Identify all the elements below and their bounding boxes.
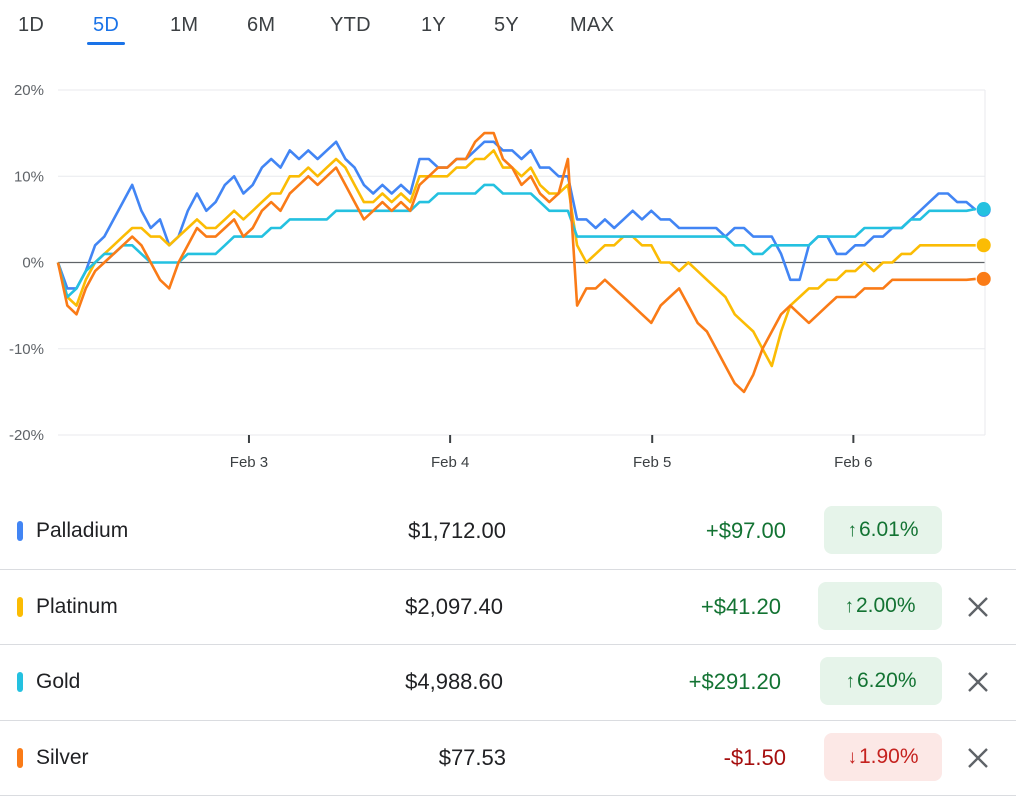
y-tick-label: 10% xyxy=(14,168,44,185)
series-line-gold xyxy=(56,183,976,299)
series-endpoint-silver xyxy=(976,271,991,286)
series-color-swatch xyxy=(17,748,23,768)
series-color-swatch xyxy=(17,521,23,541)
asset-price: $4,988.60 xyxy=(405,669,503,694)
comparison-chart: 20% 10% 0% -10% -20% Feb 3 Feb 4 Feb 5 Feb 6 xyxy=(9,82,991,471)
asset-price: $2,097.40 xyxy=(405,594,503,619)
tab-ytd[interactable]: YTD xyxy=(330,14,371,36)
tab-1y[interactable]: 1Y xyxy=(421,14,447,36)
series-line-platinum xyxy=(56,149,976,368)
list-item-silver[interactable]: Silver $77.53 -$1.50 ↓1.90% xyxy=(0,720,1016,795)
tab-1d[interactable]: 1D xyxy=(18,14,45,36)
arrow-up-icon: ↑ xyxy=(845,671,855,692)
series-color-swatch xyxy=(17,597,23,617)
list-item-palladium[interactable]: Palladium $1,712.00 +$97.00 ↑6.01% xyxy=(0,493,1016,568)
arrow-down-icon: ↓ xyxy=(847,747,857,768)
tab-5d[interactable]: 5D xyxy=(93,14,120,36)
percent-change-badge: ↑6.20% xyxy=(820,657,942,705)
list-item-platinum[interactable]: Platinum $2,097.40 +$41.20 ↑2.00% xyxy=(0,569,1016,644)
percent-value: 6.20% xyxy=(856,669,917,692)
asset-name: Silver xyxy=(36,746,89,769)
tab-1m[interactable]: 1M xyxy=(170,14,199,36)
close-icon[interactable] xyxy=(966,670,990,694)
asset-name: Gold xyxy=(36,670,81,693)
x-tick-label: Feb 6 xyxy=(834,454,872,471)
series-color-swatch xyxy=(17,672,23,692)
tab-5y[interactable]: 5Y xyxy=(494,14,520,36)
x-tick-label: Feb 5 xyxy=(633,454,671,471)
asset-name: Platinum xyxy=(36,595,118,618)
y-tick-label: 0% xyxy=(22,255,44,272)
asset-change: +$97.00 xyxy=(705,518,786,543)
percent-value: 2.00% xyxy=(855,594,916,617)
tab-6m[interactable]: 6M xyxy=(247,14,276,36)
percent-change-badge: ↑2.00% xyxy=(818,582,942,630)
series-endpoint-platinum xyxy=(976,238,991,253)
percent-value: 6.01% xyxy=(858,518,919,541)
percent-change-badge: ↓1.90% xyxy=(824,733,942,781)
row-divider xyxy=(0,795,1016,796)
series-line-silver xyxy=(56,131,976,394)
y-tick-label: -10% xyxy=(9,341,44,358)
x-tick-label: Feb 4 xyxy=(431,454,469,471)
arrow-up-icon: ↑ xyxy=(847,520,857,541)
asset-change: +$291.20 xyxy=(688,669,781,694)
row-divider xyxy=(0,569,1016,570)
series-line-palladium xyxy=(56,140,977,290)
range-tabs: 1D 5D 1M 6M YTD 1Y 5Y MAX xyxy=(0,0,1024,60)
asset-change: +$41.20 xyxy=(700,594,781,619)
y-tick-label: -20% xyxy=(9,427,44,444)
series-endpoint-gold xyxy=(976,202,991,217)
tab-max[interactable]: MAX xyxy=(570,14,615,36)
asset-price: $1,712.00 xyxy=(408,518,506,543)
percent-value: 1.90% xyxy=(858,745,919,768)
x-tick-label: Feb 3 xyxy=(230,454,268,471)
percent-change-badge: ↑6.01% xyxy=(824,506,942,554)
asset-price: $77.53 xyxy=(438,745,506,770)
close-icon[interactable] xyxy=(966,746,990,770)
row-divider xyxy=(0,720,1016,721)
asset-change: -$1.50 xyxy=(723,745,786,770)
active-tab-indicator xyxy=(87,42,125,45)
y-tick-label: 20% xyxy=(14,82,44,99)
row-divider xyxy=(0,644,1016,645)
close-icon[interactable] xyxy=(966,595,990,619)
list-item-gold[interactable]: Gold $4,988.60 +$291.20 ↑6.20% xyxy=(0,644,1016,719)
arrow-up-icon: ↑ xyxy=(844,596,854,617)
asset-name: Palladium xyxy=(36,519,129,542)
